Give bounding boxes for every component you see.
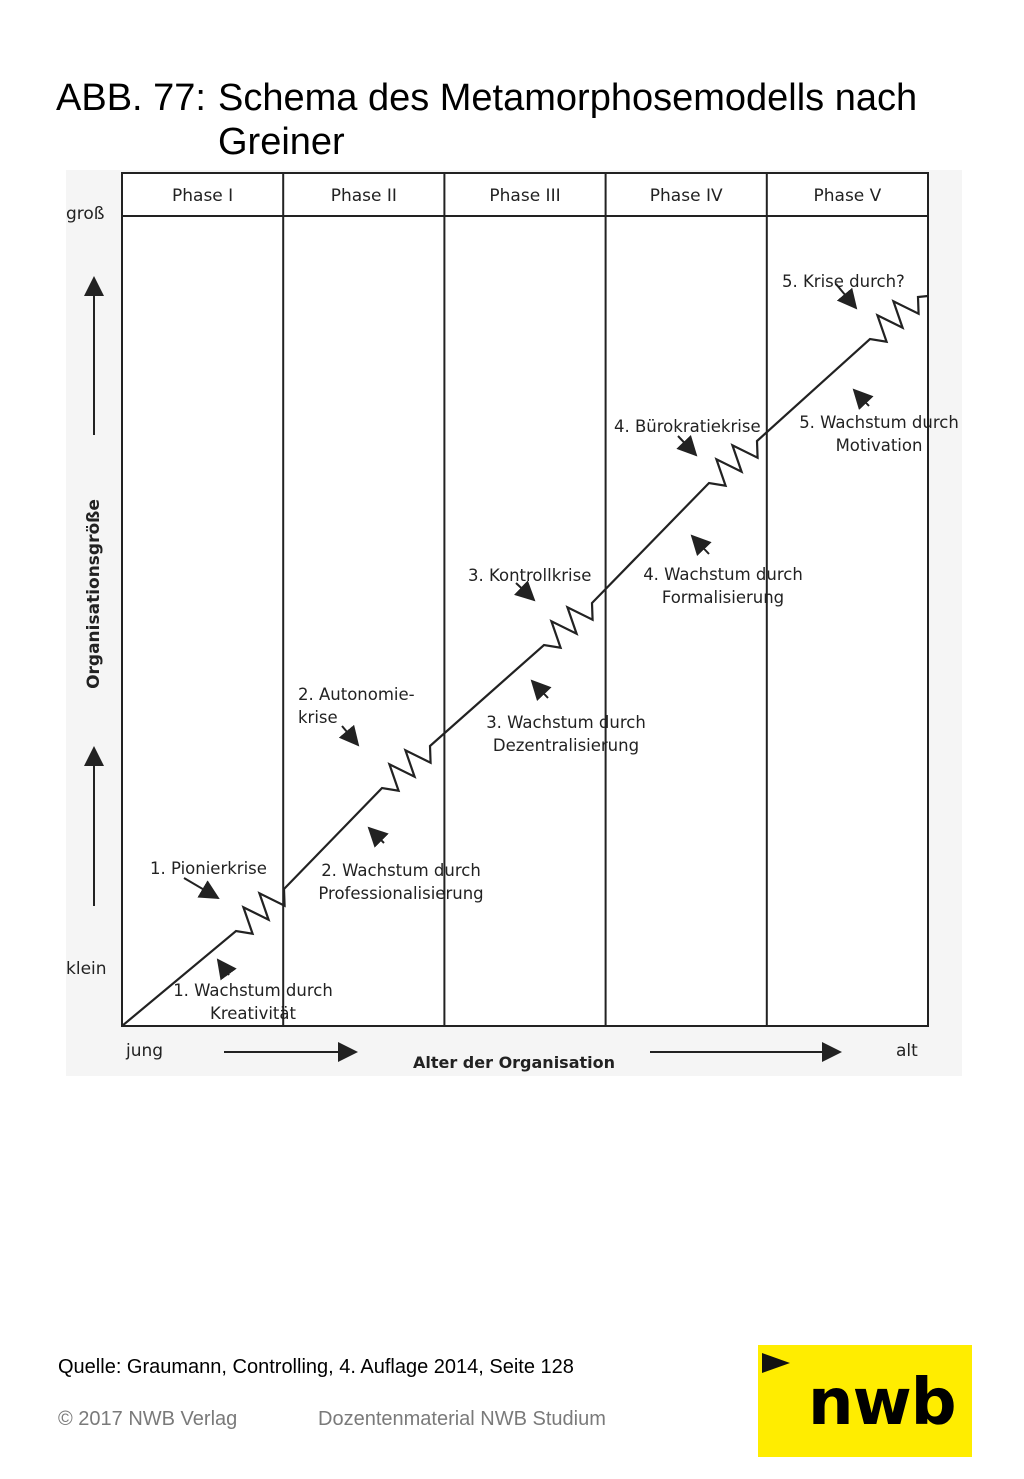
logo-wordmark: nwb <box>808 1366 956 1440</box>
phase-labels: Phase I Phase II Phase III Phase IV Phase V <box>172 186 882 206</box>
crisis-label: 5. Krise durch? <box>782 272 905 291</box>
copyright-notice: © 2017 NWB Verlag <box>58 1408 238 1430</box>
annotation-arrow <box>367 826 389 848</box>
growth-label: Formalisierung <box>662 588 784 607</box>
nwb-logo: nwb <box>758 1345 972 1457</box>
y-axis-top-label: groß <box>66 204 105 224</box>
growth-label: Kreativität <box>210 1004 296 1023</box>
logo-triangle-icon <box>762 1353 790 1373</box>
growth-label: Motivation <box>836 436 923 455</box>
crisis-label: 1. Pionierkrise <box>150 859 267 878</box>
title-line-1: Schema des Metamorphosemodells nach <box>217 77 918 119</box>
growth-label: 3. Wachstum durch <box>486 713 646 732</box>
annotation-arrow <box>183 877 220 900</box>
annotation-arrow <box>690 534 712 556</box>
growth-labels: 1. Wachstum durch Kreativität 2. Wachstum … <box>173 413 959 1023</box>
growth-label: 2. Wachstum durch <box>321 861 481 880</box>
phase-label: Phase IV <box>650 186 723 206</box>
growth-path <box>121 294 929 1027</box>
phase-label: Phase II <box>331 186 397 206</box>
material-notice: Dozentenmaterial NWB Studium <box>318 1408 606 1430</box>
x-axis-left-label: jung <box>125 1041 163 1061</box>
y-axis-label: Organisationsgröße <box>84 499 104 689</box>
figure-number: ABB. 77: <box>56 77 206 119</box>
growth-label: 5. Wachstum durch <box>799 413 959 432</box>
y-axis-bottom-label: klein <box>66 959 107 979</box>
x-axis-right-label: alt <box>896 1041 918 1061</box>
phase-label: Phase V <box>814 186 882 206</box>
crisis-labels: 1. Pionierkrise 2. Autonomie-krise 3. Kont… <box>150 272 905 878</box>
crisis-label: 3. Kontrollkrise <box>468 566 591 585</box>
diagram-svg: Phase I Phase II Phase III Phase IV Phase V … <box>66 170 962 1076</box>
phase-dividers <box>282 173 768 1026</box>
annotation-arrow <box>835 283 858 310</box>
growth-label: 1. Wachstum durch <box>173 981 333 1000</box>
label-arrows <box>183 283 874 981</box>
x-axis-label: Alter der Organisation <box>413 1053 615 1072</box>
phase-grid-frame <box>121 172 929 1027</box>
phase-label: Phase III <box>489 186 560 206</box>
annotation-arrow <box>530 679 552 701</box>
annotation-arrow <box>852 388 874 410</box>
growth-label: Professionalisierung <box>318 884 483 903</box>
source-citation: Quelle: Graumann, Controlling, 4. Auflag… <box>58 1356 574 1378</box>
crisis-label: 2. Autonomie- <box>298 685 415 704</box>
title-line-2: Greiner <box>217 121 345 163</box>
phase-label: Phase I <box>172 186 233 206</box>
growth-label: 4. Wachstum durch <box>643 565 803 584</box>
annotation-arrow <box>676 435 698 457</box>
annotation-arrow <box>338 724 360 747</box>
crisis-label: 4. Bürokratiekrise <box>614 417 761 436</box>
annotation-arrow <box>216 958 237 981</box>
annotation-arrow <box>514 580 536 602</box>
growth-label: Dezentralisierung <box>493 736 639 755</box>
crisis-label: krise <box>298 708 338 727</box>
page-title: ABB. 77: Schema des Metamorphosemodells … <box>56 76 976 164</box>
metamorphosis-diagram: Phase I Phase II Phase III Phase IV Phase V … <box>66 170 962 1076</box>
